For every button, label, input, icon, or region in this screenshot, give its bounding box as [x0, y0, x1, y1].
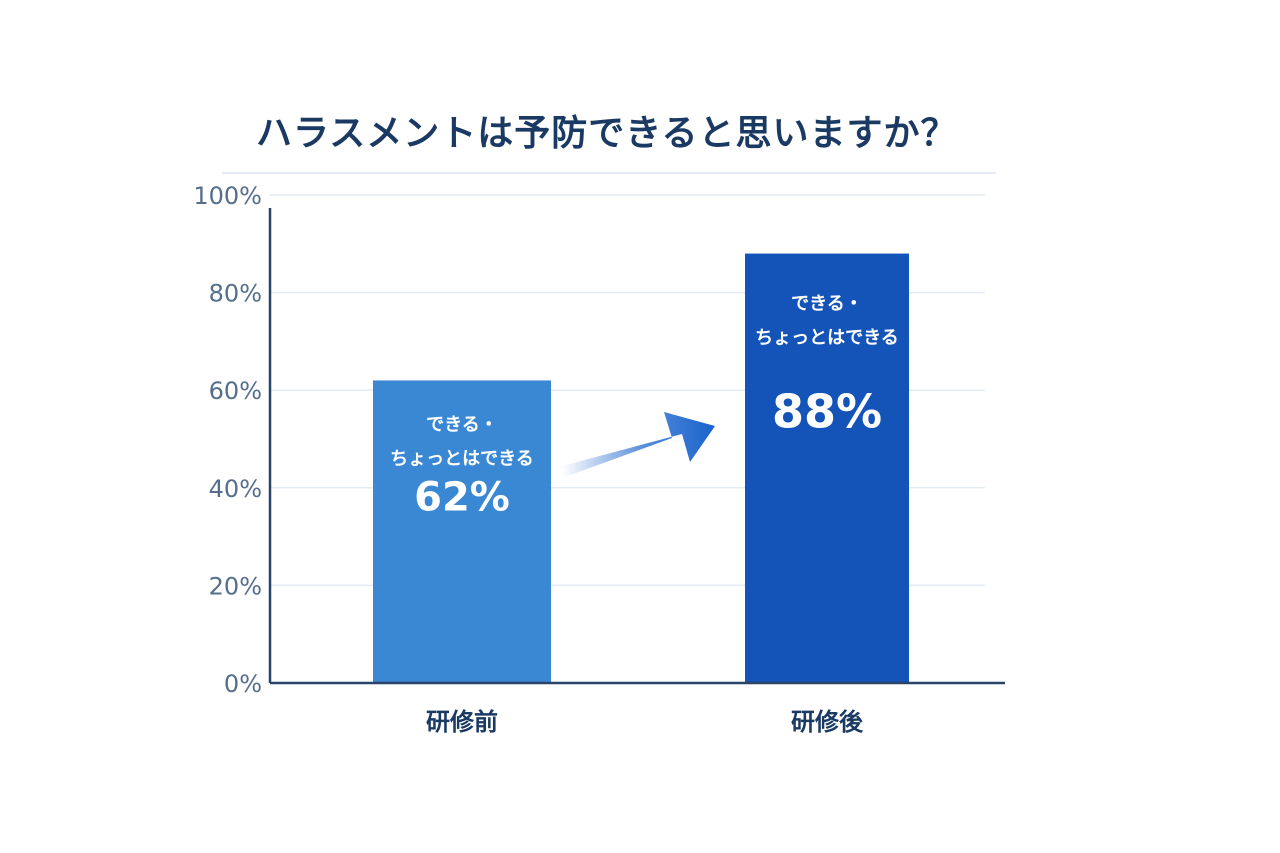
y-tick-labels: 0% 20% 40% 60% 80% 100% [193, 182, 262, 698]
axes [268, 208, 1005, 685]
category-label: 研修後 [791, 708, 864, 736]
bar-caption: ちょっとはできる [390, 448, 534, 469]
bar [373, 380, 551, 683]
y-tick-label: 40% [209, 475, 262, 503]
trend-arrow [562, 412, 715, 478]
arrow-shape [562, 412, 715, 478]
title-divider [222, 172, 996, 174]
y-tick-label: 0% [224, 670, 262, 698]
bar-caption: ちょっとはできる [755, 328, 899, 349]
bar [745, 253, 909, 683]
category-labels: 研修前 研修後 [426, 708, 864, 736]
y-tick-label: 60% [209, 377, 262, 405]
chart-title: ハラスメントは予防できると思いますか？ [256, 113, 958, 154]
bar-caption: できる・ [791, 294, 863, 315]
y-tick-label: 80% [209, 280, 262, 308]
bar-caption: できる・ [426, 414, 498, 435]
bar-value-label: 88% [772, 385, 882, 439]
y-tick-label: 100% [193, 182, 262, 210]
category-label: 研修前 [426, 708, 498, 736]
bar-value-label: 62% [414, 474, 510, 520]
y-tick-label: 20% [209, 572, 262, 600]
